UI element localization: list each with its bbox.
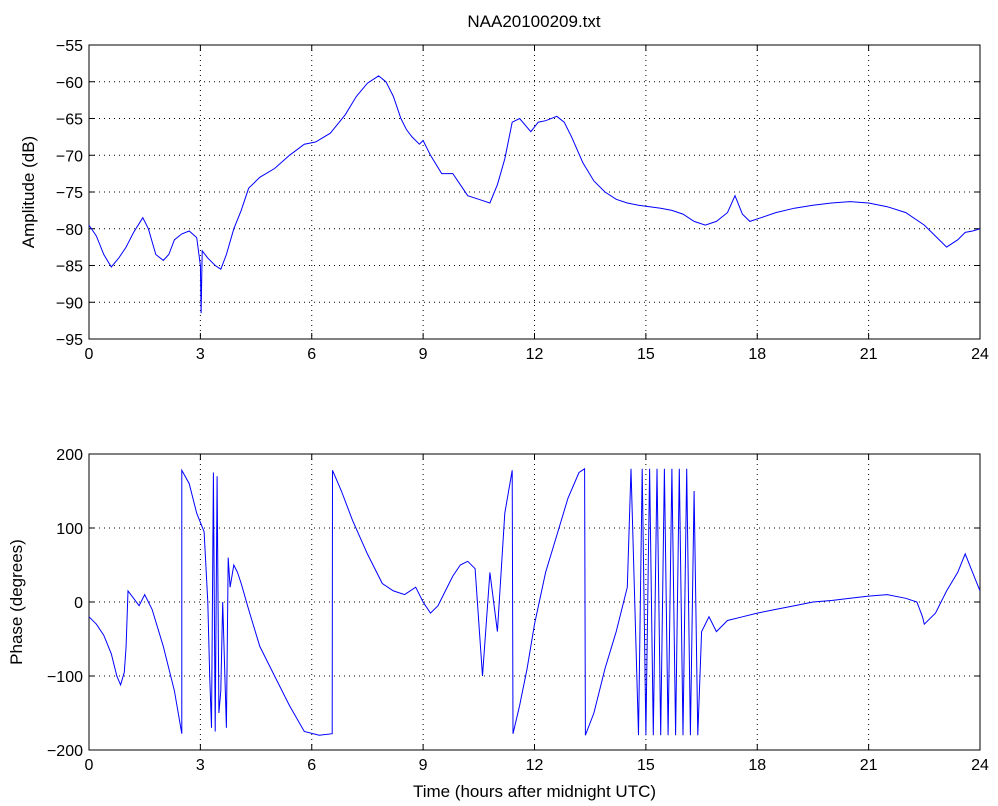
phase-grid	[89, 454, 980, 750]
amplitude-xtick-label: 18	[748, 346, 766, 363]
amplitude-xtick-label: 9	[419, 346, 428, 363]
phase-xtick-label: 12	[526, 757, 544, 774]
phase-panel: 0 3 6 9 12 15 18 21 24 −200 −100 0 100 200 Phase (deg…	[7, 447, 989, 801]
amplitude-ytick-label: −95	[56, 332, 83, 349]
phase-plot-frame	[88, 453, 981, 751]
amplitude-ytick-label: −80	[56, 222, 83, 239]
phase-xtick-label: 0	[85, 757, 94, 774]
phase-xtick-label: 6	[307, 757, 316, 774]
amplitude-xtick-label: 24	[971, 346, 989, 363]
phase-xtick-label: 18	[748, 757, 766, 774]
amplitude-ylabel: Amplitude (dB)	[19, 136, 38, 248]
phase-xtick-label: 21	[860, 757, 878, 774]
phase-xtick-label: 9	[419, 757, 428, 774]
amplitude-xtick-label: 6	[307, 346, 316, 363]
amplitude-xtick-label: 15	[637, 346, 655, 363]
amplitude-xtick-label: 3	[196, 346, 205, 363]
amplitude-ytick-label: −65	[56, 112, 83, 129]
amplitude-ytick-label: −85	[56, 259, 83, 276]
chart-title: NAA20100209.txt	[467, 12, 601, 31]
amplitude-series-line	[88, 75, 981, 314]
amplitude-xtick-label: 21	[860, 346, 878, 363]
amplitude-ytick-label: −75	[56, 185, 83, 202]
phase-xlabel: Time (hours after midnight UTC)	[413, 782, 656, 801]
amplitude-ytick-label: −70	[56, 148, 83, 165]
phase-ytick-label: 100	[56, 521, 83, 538]
phase-ticks: 0 3 6 9 12 15 18 21 24 −200 −100 0 100 200	[47, 447, 989, 774]
phase-ytick-label: −100	[47, 669, 83, 686]
amplitude-xtick-label: 0	[85, 346, 94, 363]
amplitude-grid	[89, 45, 980, 339]
amplitude-xtick-label: 12	[526, 346, 544, 363]
phase-series-line	[88, 467, 981, 736]
phase-xtick-label: 24	[971, 757, 989, 774]
amplitude-ytick-label: −60	[56, 75, 83, 92]
amplitude-ytick-label: −55	[56, 38, 83, 55]
phase-ylabel: Phase (degrees)	[7, 539, 26, 665]
amplitude-ytick-label: −90	[56, 295, 83, 312]
amplitude-plot-frame	[88, 44, 981, 340]
phase-ytick-label: 200	[56, 447, 83, 464]
phase-ytick-label: 0	[74, 595, 83, 612]
phase-xtick-label: 15	[637, 757, 655, 774]
amplitude-panel: 0 3 6 9 12 15 18 21 24 −95 −90 −85 −80 −75 −70 −65 −60 −5…	[19, 38, 989, 363]
phase-xtick-label: 3	[196, 757, 205, 774]
amplitude-ticks: 0 3 6 9 12 15 18 21 24 −95 −90 −85 −80 −75 −70 −65 −60 −5…	[56, 38, 989, 363]
phase-ytick-label: −200	[47, 743, 83, 760]
